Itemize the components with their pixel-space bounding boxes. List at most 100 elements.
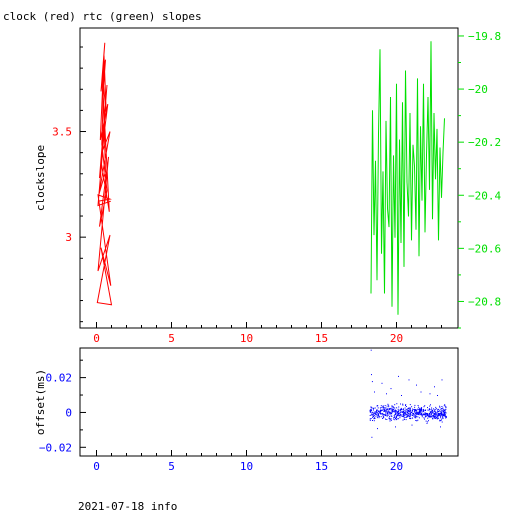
offset-point <box>419 412 421 414</box>
offset-point <box>389 408 391 410</box>
offset-point <box>386 413 388 415</box>
x-tick-label: 5 <box>168 332 175 345</box>
offset-point <box>382 406 384 408</box>
offset-point <box>422 410 424 412</box>
offset-point <box>414 409 416 411</box>
offset-point <box>371 412 373 414</box>
offset-point <box>440 411 442 413</box>
offset-point <box>423 411 425 413</box>
offset-point <box>412 409 414 411</box>
offset-point <box>390 415 392 417</box>
offset-point <box>432 415 434 416</box>
offset-point <box>379 409 381 411</box>
offset-point <box>438 413 440 415</box>
offset-outlier-point <box>434 386 435 388</box>
offset-point <box>445 407 447 409</box>
offset-outlier-point <box>390 388 392 390</box>
offset-point <box>427 415 429 417</box>
series-clock-line <box>96 42 113 306</box>
offset-point <box>412 411 414 413</box>
offset-point <box>418 411 420 413</box>
offset-point <box>423 406 425 408</box>
offset-point <box>380 412 382 414</box>
offset-point <box>395 416 397 418</box>
x-tick-label: 20 <box>390 332 403 345</box>
series-offset-points <box>369 349 447 438</box>
offset-point <box>440 408 442 410</box>
offset-point <box>402 409 404 411</box>
offset-point <box>371 407 373 409</box>
offset-point <box>419 410 420 412</box>
offset-point <box>400 407 402 409</box>
offset-point <box>414 410 416 412</box>
offset-point <box>393 409 394 411</box>
offset-point <box>408 412 409 414</box>
offset-point <box>387 407 389 409</box>
offset-point <box>429 413 431 415</box>
right-y-tick-label: −20 <box>468 83 488 96</box>
offset-point <box>409 410 410 412</box>
offset-point <box>378 414 379 416</box>
offset-point <box>396 419 397 421</box>
offset-point <box>440 412 442 414</box>
offset-point <box>374 411 376 413</box>
offset-point <box>385 412 387 414</box>
offset-point <box>437 413 439 415</box>
offset-point <box>429 416 431 418</box>
offset-point <box>420 413 422 415</box>
offset-point <box>376 409 378 411</box>
offset-point <box>410 413 412 415</box>
offset-point <box>396 417 397 419</box>
offset-point <box>414 406 416 408</box>
offset-point <box>377 412 379 414</box>
offset-point <box>400 411 402 413</box>
offset-point <box>442 413 444 415</box>
x-tick-label: 0 <box>93 460 100 473</box>
offset-point <box>386 415 388 417</box>
offset-point <box>442 407 444 409</box>
offset-point <box>392 411 394 413</box>
offset-point <box>388 406 390 408</box>
offset-point <box>430 411 432 413</box>
offset-point <box>417 411 419 413</box>
offset-outlier-point <box>440 426 441 428</box>
offset-point <box>419 411 421 413</box>
offset-point <box>434 417 435 419</box>
offset-point <box>425 414 427 416</box>
offset-point <box>433 414 435 416</box>
offset-point <box>438 408 440 410</box>
offset-point <box>409 416 411 418</box>
offset-point <box>396 413 398 415</box>
offset-point <box>369 410 371 412</box>
offset-point <box>427 413 428 415</box>
offset-point <box>395 411 397 413</box>
offset-point <box>394 410 395 412</box>
offset-point <box>440 417 442 419</box>
offset-outlier-point <box>420 391 422 393</box>
offset-point <box>394 414 396 416</box>
offset-point <box>440 409 442 411</box>
offset-point <box>397 408 399 410</box>
offset-point <box>419 409 421 411</box>
offset-point <box>435 414 437 416</box>
offset-point <box>370 407 372 409</box>
offset-point <box>401 411 403 413</box>
offset-point <box>416 411 418 413</box>
offset-point <box>440 420 442 421</box>
offset-outlier-point <box>401 395 402 396</box>
offset-point <box>416 410 418 412</box>
offset-point <box>391 409 393 411</box>
offset-point <box>394 417 396 419</box>
offset-point <box>396 411 398 413</box>
offset-point <box>445 412 447 414</box>
offset-point <box>414 409 416 411</box>
offset-point <box>422 414 424 416</box>
offset-point <box>386 405 388 407</box>
offset-point <box>376 409 378 411</box>
offset-point <box>430 413 432 415</box>
offset-point <box>437 414 439 416</box>
offset-point <box>394 411 396 413</box>
offset-point <box>402 419 404 421</box>
offset-outlier-point <box>370 349 372 351</box>
offset-point <box>433 413 435 414</box>
